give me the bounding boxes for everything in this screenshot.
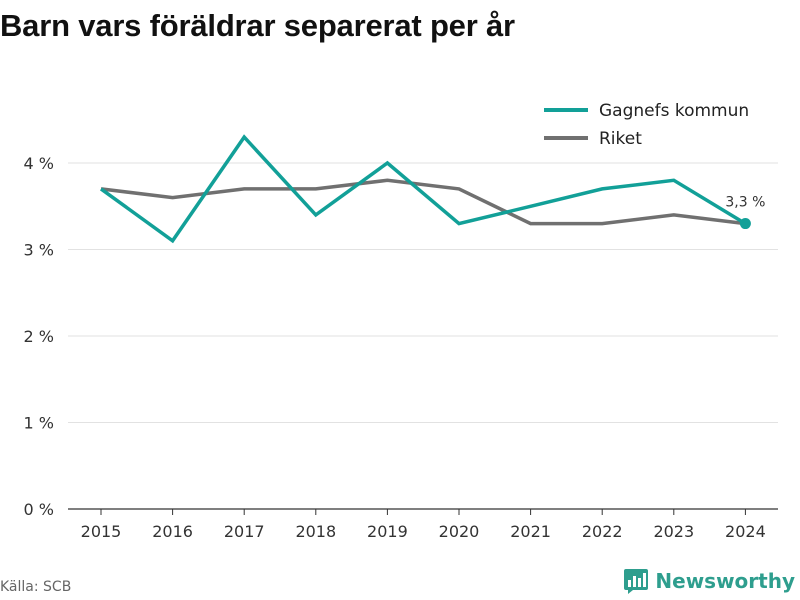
source-label: Källa: SCB — [0, 579, 72, 595]
series-line-riket — [100, 178, 746, 226]
y-tick-label: 3 % — [24, 241, 54, 260]
x-tick-label: 2022 — [582, 522, 623, 541]
x-tick-label: 2024 — [725, 522, 766, 541]
bar-chart-logo-icon — [624, 569, 649, 594]
x-tick-label: 2020 — [439, 522, 480, 541]
brand-name: Newsworthy — [655, 569, 795, 593]
y-tick-label: 0 % — [24, 500, 54, 519]
series-line-gagnefs-kommun — [99, 134, 747, 244]
newsworthy-logo[interactable]: Newsworthy — [623, 566, 795, 596]
legend-label: Riket — [599, 129, 642, 149]
legend-label: Gagnefs kommun — [599, 101, 749, 121]
x-tick-label: 2017 — [224, 522, 265, 541]
x-tick-label: 2019 — [367, 522, 408, 541]
y-tick-label: 1 % — [24, 414, 54, 433]
x-tick-label: 2023 — [653, 522, 694, 541]
y-tick-label: 2 % — [24, 327, 54, 346]
last-point-marker — [739, 218, 751, 230]
x-tick-label: 2015 — [81, 522, 122, 541]
x-tick-label: 2018 — [295, 522, 336, 541]
chart-title: Barn vars föräldrar separerat per år — [0, 8, 515, 43]
last-point-label: 3,3 % — [725, 195, 765, 211]
y-tick-label: 4 % — [24, 154, 54, 173]
x-tick-label: 2021 — [510, 522, 551, 541]
x-tick-label: 2016 — [152, 522, 193, 541]
